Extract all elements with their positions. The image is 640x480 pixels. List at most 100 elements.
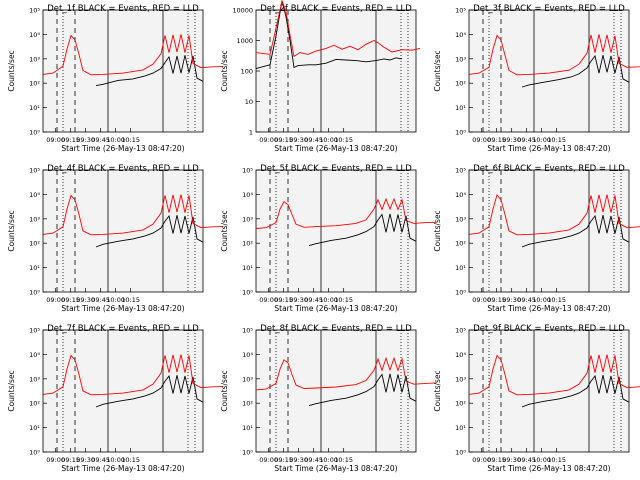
y-tick-label: 10⁵ — [455, 327, 466, 335]
x-tick-label: 09:45 — [91, 456, 110, 464]
y-tick-label: 10⁴ — [29, 191, 40, 199]
x-tick-label: 09:15 — [274, 456, 293, 464]
y-axis-label: Counts/sec — [220, 50, 229, 91]
x-tick-label: 09:15 — [61, 456, 80, 464]
x-tick-label: 09:00 — [259, 136, 278, 144]
y-tick-label: 10² — [455, 240, 466, 248]
x-tick-label: 10:00 — [319, 296, 338, 304]
x-tick-label: 10:00 — [106, 136, 125, 144]
y-tick-label: 10⁰ — [29, 129, 40, 137]
y-tick-label: 10² — [242, 240, 253, 248]
x-tick-label: 09:15 — [61, 136, 80, 144]
series-line-events — [95, 214, 204, 248]
y-tick-label: 10⁵ — [455, 167, 466, 175]
y-axis-label: Counts/sec — [433, 50, 442, 91]
x-axis-label: Start Time (26-May-13 08:47:20) — [274, 464, 397, 473]
y-tick-label: 10² — [455, 80, 466, 88]
x-tick-label: 09:15 — [61, 296, 80, 304]
x-tick-label: 09:30 — [76, 136, 95, 144]
x-tick-label: 10:15 — [547, 456, 566, 464]
y-tick-label: 10³ — [455, 375, 466, 383]
y-axis-label: Counts/sec — [7, 210, 16, 251]
y-tick-label: 10³ — [455, 215, 466, 223]
y-tick-label: 10² — [242, 400, 253, 408]
y-tick-label: 10⁵ — [29, 167, 40, 175]
y-tick-label: 10⁴ — [29, 351, 40, 359]
y-tick-label: 100 — [241, 68, 253, 76]
series-line-events — [95, 374, 204, 408]
x-tick-label: 09:45 — [517, 456, 536, 464]
x-tick-label: 09:45 — [91, 136, 110, 144]
x-tick-label: 09:30 — [289, 456, 308, 464]
x-tick-label: 09:30 — [502, 296, 521, 304]
y-tick-label: 10⁰ — [29, 449, 40, 457]
x-tick-label: 10:15 — [334, 136, 353, 144]
y-tick-label: 10¹ — [455, 264, 466, 272]
series-line-lld — [468, 354, 640, 396]
x-tick-label: 09:00 — [472, 136, 491, 144]
series-line-events — [95, 55, 204, 87]
y-axis-label: Counts/sec — [7, 50, 16, 91]
series-line-lld — [468, 34, 640, 76]
y-tick-label: 10⁴ — [242, 191, 253, 199]
y-tick-label: 10⁰ — [29, 289, 40, 297]
x-axis-label: Start Time (26-May-13 08:47:20) — [61, 304, 184, 313]
series-line-lld — [255, 0, 421, 58]
plot-frame — [255, 169, 417, 293]
series-line-lld — [468, 193, 640, 236]
series-line-events — [521, 214, 630, 248]
x-tick-label: 09:30 — [502, 136, 521, 144]
plot-frame — [468, 329, 630, 453]
y-axis-label: Counts/sec — [433, 210, 442, 251]
x-tick-label: 10:00 — [319, 456, 338, 464]
x-tick-label: 09:15 — [274, 296, 293, 304]
x-tick-label: 09:30 — [76, 456, 95, 464]
x-tick-label: 10:15 — [121, 456, 140, 464]
x-tick-label: 09:30 — [502, 456, 521, 464]
x-tick-label: 10:15 — [121, 296, 140, 304]
y-tick-label: 10⁰ — [242, 449, 253, 457]
x-tick-label: 10:00 — [532, 136, 551, 144]
y-tick-label: 10000 — [232, 7, 253, 15]
series-line-events — [308, 373, 417, 407]
y-tick-label: 10⁴ — [242, 351, 253, 359]
y-tick-label: 10 — [245, 98, 253, 106]
plot-frame — [255, 9, 417, 133]
x-tick-label: 10:00 — [319, 136, 338, 144]
y-tick-label: 10⁰ — [455, 289, 466, 297]
x-tick-label: 09:45 — [304, 296, 323, 304]
y-tick-label: 10¹ — [455, 424, 466, 432]
y-tick-label: 10¹ — [29, 424, 40, 432]
y-tick-label: 10³ — [29, 215, 40, 223]
y-tick-label: 10³ — [242, 375, 253, 383]
x-tick-label: 09:30 — [289, 296, 308, 304]
x-axis-label: Start Time (26-May-13 08:47:20) — [487, 464, 610, 473]
y-tick-label: 10¹ — [29, 104, 40, 112]
x-tick-label: 10:00 — [106, 456, 125, 464]
y-tick-label: 1000 — [236, 37, 253, 45]
y-tick-label: 10⁵ — [455, 7, 466, 15]
y-tick-label: 10⁰ — [242, 289, 253, 297]
series-line-lld — [42, 194, 224, 236]
panel-title: Det_7f BLACK = Events, RED = LLD — [47, 324, 199, 334]
x-axis-label: Start Time (26-May-13 08:47:20) — [274, 144, 397, 153]
x-tick-label: 09:45 — [304, 456, 323, 464]
series-line-lld — [255, 356, 437, 391]
y-tick-label: 10¹ — [29, 264, 40, 272]
panel-title: Det_6f BLACK = Events, RED = LLD — [473, 164, 625, 174]
y-tick-label: 10² — [455, 400, 466, 408]
panel-title: Det_3f BLACK = Events, RED = LLD — [473, 4, 625, 14]
y-tick-label: 10³ — [242, 215, 253, 223]
x-tick-label: 10:15 — [121, 136, 140, 144]
plot-frame — [42, 329, 204, 453]
x-axis-label: Start Time (26-May-13 08:47:20) — [61, 144, 184, 153]
y-tick-label: 10⁵ — [29, 327, 40, 335]
x-tick-label: 10:15 — [547, 296, 566, 304]
x-tick-label: 10:15 — [547, 136, 566, 144]
y-tick-label: 10⁵ — [242, 327, 253, 335]
x-tick-label: 09:00 — [46, 296, 65, 304]
x-tick-label: 10:15 — [334, 296, 353, 304]
series-line-events — [308, 213, 417, 247]
plot-frame — [42, 169, 204, 293]
y-tick-label: 10² — [29, 240, 40, 248]
